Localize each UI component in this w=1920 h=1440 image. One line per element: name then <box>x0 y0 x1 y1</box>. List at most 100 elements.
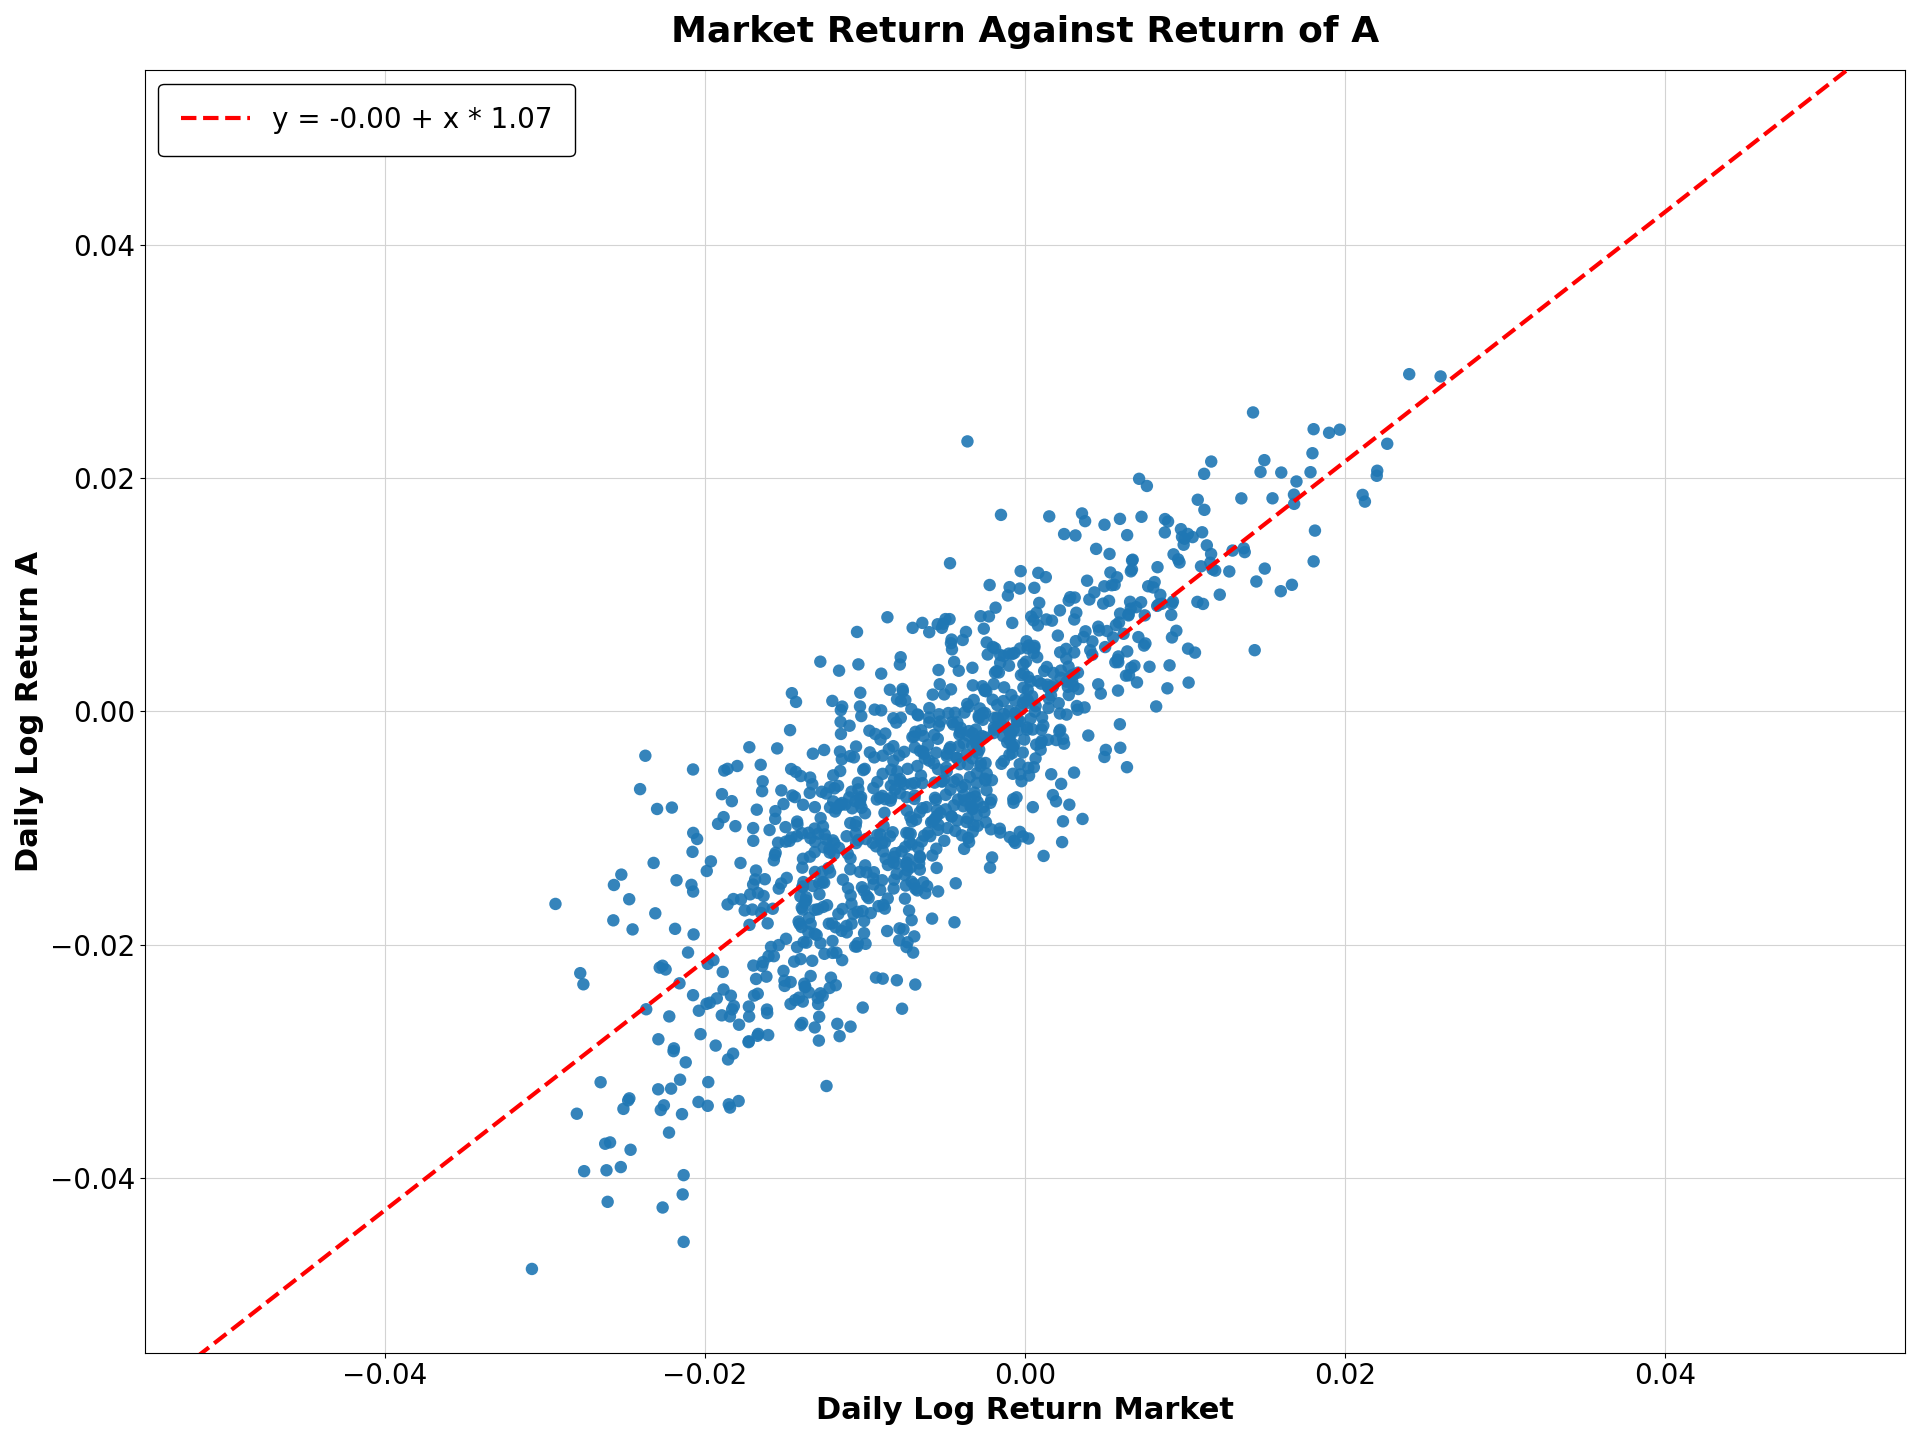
Point <box>1083 615 1114 638</box>
Point <box>900 808 931 831</box>
Point <box>793 920 824 943</box>
Point <box>747 770 778 793</box>
Point <box>776 757 806 780</box>
Point <box>714 1096 745 1119</box>
Point <box>1156 592 1187 615</box>
Point <box>645 1099 676 1122</box>
Point <box>1094 589 1125 612</box>
Point <box>770 969 801 992</box>
Point <box>858 776 889 799</box>
Point <box>820 801 851 824</box>
Point <box>968 708 998 732</box>
Point <box>981 694 1012 717</box>
Point <box>835 1015 866 1038</box>
Point <box>1229 537 1260 560</box>
Point <box>939 713 970 736</box>
Point <box>699 949 730 972</box>
Point <box>968 675 998 698</box>
Point <box>851 861 881 884</box>
Point <box>962 815 993 838</box>
Point <box>1025 739 1056 762</box>
Point <box>770 975 801 998</box>
Point <box>985 504 1016 527</box>
Point <box>962 762 993 785</box>
Point <box>889 917 920 940</box>
Point <box>1014 665 1044 688</box>
Point <box>1029 660 1060 683</box>
Point <box>795 827 826 850</box>
Point <box>887 677 918 700</box>
Point <box>858 873 889 896</box>
Point <box>945 716 975 739</box>
Point <box>1164 547 1194 570</box>
Point <box>1135 655 1165 678</box>
Point <box>664 1068 695 1092</box>
Point <box>1044 719 1075 742</box>
Point <box>751 965 781 988</box>
Point <box>655 1005 685 1028</box>
Point <box>996 734 1027 757</box>
Point <box>935 778 966 801</box>
Point <box>1004 710 1035 733</box>
Point <box>899 736 929 759</box>
Point <box>1079 580 1110 603</box>
Point <box>1020 636 1050 660</box>
Point <box>1104 713 1135 736</box>
Point <box>924 714 954 737</box>
Point <box>1069 619 1100 642</box>
Point <box>922 799 952 822</box>
Point <box>749 896 780 919</box>
Point <box>822 796 852 819</box>
Point <box>724 1014 755 1037</box>
Point <box>695 991 726 1014</box>
Point <box>716 789 747 812</box>
Point <box>1037 675 1068 698</box>
Point <box>998 734 1029 757</box>
Title: Market Return Against Return of A: Market Return Against Return of A <box>670 14 1379 49</box>
Point <box>918 752 948 775</box>
Point <box>864 878 895 901</box>
Point <box>998 791 1029 814</box>
Point <box>908 740 939 763</box>
Point <box>1258 487 1288 510</box>
Point <box>1265 580 1296 603</box>
Point <box>768 959 799 982</box>
Point <box>927 770 958 793</box>
Point <box>862 788 893 811</box>
Point <box>806 871 837 894</box>
Point <box>814 976 845 999</box>
Point <box>993 717 1023 740</box>
Point <box>1014 756 1044 779</box>
Point <box>707 960 737 984</box>
Point <box>739 984 770 1007</box>
Point <box>902 703 933 726</box>
Point <box>868 815 899 838</box>
Point <box>1114 603 1144 626</box>
Point <box>941 819 972 842</box>
Point <box>960 780 991 804</box>
Point <box>1204 583 1235 606</box>
Point <box>831 914 862 937</box>
Point <box>902 837 933 860</box>
Point <box>733 1031 764 1054</box>
Point <box>714 1005 745 1028</box>
Point <box>1188 592 1219 615</box>
Point <box>806 860 837 883</box>
Point <box>996 684 1027 707</box>
Point <box>720 815 751 838</box>
Point <box>958 688 989 711</box>
Point <box>1054 655 1085 678</box>
Point <box>1033 697 1064 720</box>
Point <box>1020 694 1050 717</box>
Point <box>645 956 676 979</box>
Point <box>958 674 989 697</box>
Point <box>918 844 948 867</box>
Point <box>781 812 812 835</box>
Point <box>1217 539 1248 562</box>
Point <box>701 1034 732 1057</box>
Point <box>1071 569 1102 592</box>
Point <box>1008 742 1039 765</box>
Point <box>647 955 678 978</box>
Point <box>906 796 937 819</box>
Point <box>1020 747 1050 770</box>
